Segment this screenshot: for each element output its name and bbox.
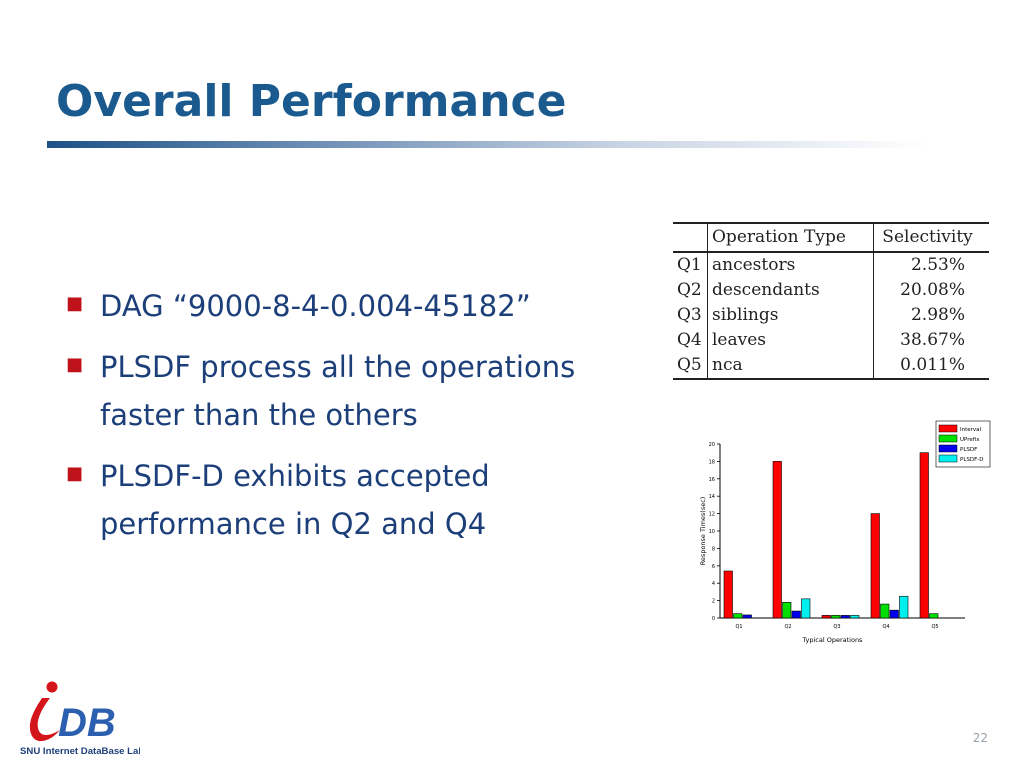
table-header-operation: Operation Type xyxy=(707,223,875,253)
x-tick-label: Q1 xyxy=(735,624,742,630)
y-tick-label: 20 xyxy=(709,442,715,448)
x-tick-label: Q3 xyxy=(833,624,840,630)
table-row: Q3 siblings 2.98% xyxy=(673,303,989,328)
bullet-text: PLSDF-D exhibits accepted performance in… xyxy=(100,459,490,541)
slide-title: Overall Performance xyxy=(56,76,567,127)
x-tick-label: Q4 xyxy=(882,624,889,630)
legend-swatch xyxy=(938,454,958,463)
bar-uprefix-q2 xyxy=(782,602,792,619)
bar-interval-q5 xyxy=(919,452,929,619)
logo-caption: SNU Internet DataBase Lab. xyxy=(20,746,140,757)
table-row: Q4 leaves 38.67% xyxy=(673,328,989,353)
y-tick-label: 8 xyxy=(712,546,715,552)
table-cell-selectivity: 38.67% xyxy=(900,330,965,350)
y-tick-label: 0 xyxy=(712,616,715,622)
title-divider xyxy=(47,141,927,148)
legend-swatch xyxy=(938,444,958,453)
bar-plsdf-d-q2 xyxy=(801,598,811,619)
legend-label: UPrefix xyxy=(960,437,980,443)
bar-plsdf-d-q4 xyxy=(899,595,909,619)
y-tick-label: 12 xyxy=(709,512,715,518)
table-row: Q1 ancestors 2.53% xyxy=(673,252,989,278)
bar-uprefix-q1 xyxy=(733,613,743,619)
table-cell-selectivity: 2.98% xyxy=(910,305,965,325)
table-cell-query: Q3 xyxy=(673,303,708,328)
table-cell-selectivity: 20.08% xyxy=(900,280,965,300)
x-tick-label: Q2 xyxy=(784,624,791,630)
page-number: 22 xyxy=(972,731,988,745)
bar-interval-q2 xyxy=(772,461,782,619)
bullet-item: ■ PLSDF process all the operations faste… xyxy=(64,343,664,439)
y-axis-label: Response Times(sec) xyxy=(699,497,707,566)
y-tick-label: 2 xyxy=(712,599,715,605)
bar-interval-q3 xyxy=(821,615,831,619)
table-cell-query: Q5 xyxy=(673,353,708,379)
bullet-item: ■ PLSDF-D exhibits accepted performance … xyxy=(64,452,664,548)
y-tick-label: 10 xyxy=(709,529,715,535)
bar-plsdf-q4 xyxy=(889,609,899,619)
bar-interval-q4 xyxy=(870,513,880,619)
table-row: Q2 descendants 20.08% xyxy=(673,278,989,303)
table-cell-operation: siblings xyxy=(707,303,875,328)
square-bullet-icon: ■ xyxy=(66,463,84,484)
legend-label: Interval xyxy=(960,427,982,433)
table-header-selectivity: Selectivity xyxy=(873,223,989,253)
operations-table: Operation Type Selectivity Q1 ancestors … xyxy=(673,222,989,380)
bullet-item: ■ DAG “9000-8-4-0.004-45182” xyxy=(64,282,664,330)
bullet-text: PLSDF process all the operations faster … xyxy=(100,350,576,432)
table-cell-selectivity: 0.011% xyxy=(900,355,965,375)
bar-uprefix-q5 xyxy=(929,613,939,619)
bar-uprefix-q3 xyxy=(831,615,841,619)
legend-swatch xyxy=(938,434,958,443)
y-tick-label: 14 xyxy=(709,494,715,500)
bar-plsdf-q3 xyxy=(840,615,850,619)
y-tick-label: 6 xyxy=(712,564,715,570)
response-time-bar-chart: 0 2 4 6 8 10 12 14 16 18 20 Q1 Q2 Q3 Q4 Q5 Typical Opera… xyxy=(699,420,991,644)
bar-plsdf-d-q3 xyxy=(850,615,860,619)
bar-uprefix-q4 xyxy=(880,603,890,619)
y-tick-label: 18 xyxy=(709,459,715,465)
bullet-text: DAG “9000-8-4-0.004-45182” xyxy=(100,289,531,323)
table-cell-operation: ancestors xyxy=(707,252,875,278)
bar-plsdf-q2 xyxy=(791,610,801,619)
table-cell-query: Q1 xyxy=(673,252,708,278)
table-header-query xyxy=(673,223,708,253)
x-tick-label: Q5 xyxy=(931,624,938,630)
legend-swatch xyxy=(938,424,958,433)
bar-plsdf-q1 xyxy=(742,614,752,619)
table-cell-query: Q4 xyxy=(673,328,708,353)
table-cell-operation: nca xyxy=(707,353,875,379)
table-cell-operation: descendants xyxy=(707,278,875,303)
square-bullet-icon: ■ xyxy=(66,293,84,314)
table-header-row: Operation Type Selectivity xyxy=(673,223,989,253)
table-row: Q5 nca 0.011% xyxy=(673,353,989,379)
table-cell-operation: leaves xyxy=(707,328,875,353)
bullet-list: ■ DAG “9000-8-4-0.004-45182” ■ PLSDF pro… xyxy=(64,282,664,561)
table-cell-selectivity: 2.53% xyxy=(910,255,965,275)
idb-logo: DB SNU Internet DataBase Lab. xyxy=(20,681,140,757)
legend-label: PLSDF-D xyxy=(960,457,984,463)
logo-mark: DB SNU Internet DataBase Lab. xyxy=(20,681,140,757)
y-tick-label: 4 xyxy=(712,581,715,587)
table-cell-query: Q2 xyxy=(673,278,708,303)
legend-label: PLSDF xyxy=(960,447,977,453)
bar-interval-q1 xyxy=(723,570,733,619)
square-bullet-icon: ■ xyxy=(66,354,84,375)
x-axis-label: Typical Operations xyxy=(802,636,864,644)
logo-text: DB xyxy=(58,701,116,745)
y-tick-label: 16 xyxy=(709,477,715,483)
